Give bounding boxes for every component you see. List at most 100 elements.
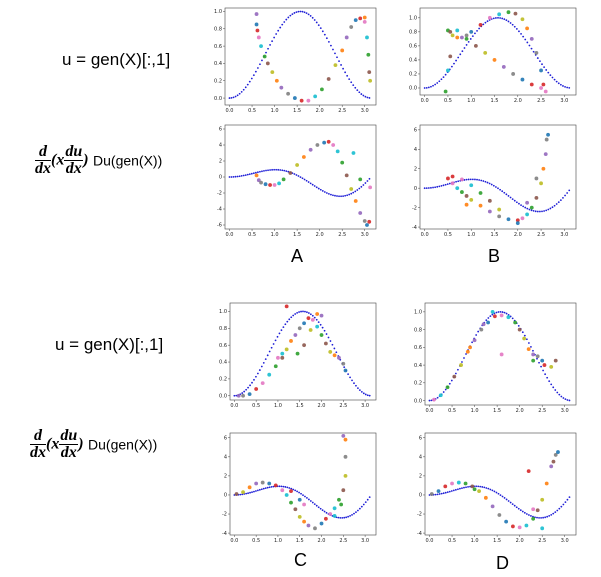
reference-point — [286, 320, 289, 323]
scatter-point — [343, 437, 348, 442]
reference-point — [242, 88, 245, 91]
scatter-point — [344, 173, 349, 178]
reference-point — [246, 173, 249, 176]
reference-point — [307, 312, 310, 314]
reference-point — [269, 44, 271, 46]
plot-b-deriv: 0.0 0.5 1.0 1.5 2.0 2.5 3.0 -4 -2 0 2 4 6 — [412, 124, 577, 238]
scatter-point — [478, 22, 483, 27]
reference-point — [457, 180, 460, 183]
y-tick-label: -4 — [417, 531, 422, 537]
scatter-point — [241, 490, 245, 495]
reference-point — [566, 498, 569, 501]
reference-point — [469, 38, 472, 40]
reference-point — [261, 59, 263, 62]
reference-point — [309, 182, 312, 185]
reference-point — [344, 194, 347, 197]
x-tick-label: 1.0 — [271, 108, 279, 114]
reference-point — [304, 310, 306, 313]
y-tick-label: 0.6 — [214, 44, 222, 50]
reference-point — [489, 488, 492, 491]
plot-c-deriv: 0.0 0.5 1.0 1.5 2.0 2.5 3.0 -4 -2 0 2 4 6 — [222, 432, 377, 544]
reference-point — [249, 384, 251, 387]
reference-point — [368, 496, 371, 499]
reference-point — [342, 195, 344, 197]
scatter-point — [286, 91, 291, 96]
reference-point — [283, 21, 286, 23]
reference-point — [243, 390, 246, 393]
x-tick-label: 1.5 — [493, 408, 501, 414]
x-tick-label: 0.0 — [226, 108, 234, 114]
reference-point — [317, 506, 320, 509]
reference-point — [562, 397, 565, 399]
reference-point — [345, 516, 348, 519]
reference-point — [298, 311, 300, 313]
y-tick-label: 0.8 — [219, 326, 227, 332]
scatter-point — [544, 481, 549, 486]
plot-frame — [229, 302, 377, 401]
scatter-point — [284, 347, 289, 352]
scatter-point — [551, 459, 556, 464]
scatter-point — [468, 345, 472, 350]
reference-point — [354, 190, 357, 193]
x-tick-label: 0.0 — [230, 403, 238, 409]
reference-point — [262, 487, 265, 490]
reference-point — [536, 210, 539, 213]
reference-point — [323, 33, 326, 36]
reference-point — [467, 485, 469, 488]
reference-point — [541, 63, 543, 66]
reference-point — [560, 505, 563, 508]
reference-point — [523, 334, 526, 337]
scatter-point — [351, 151, 356, 155]
reference-point — [425, 86, 428, 89]
reference-point — [280, 485, 283, 488]
x-tick-label: 1.0 — [274, 538, 282, 544]
scatter-point — [341, 361, 346, 366]
reference-point — [242, 174, 245, 177]
reference-point — [497, 492, 500, 495]
reference-point — [317, 321, 320, 324]
reference-point — [355, 384, 357, 387]
reference-point — [513, 25, 516, 28]
reference-point — [536, 57, 539, 59]
scatter-point — [323, 341, 328, 346]
x-tick-label: 2.5 — [538, 408, 546, 414]
reference-point — [271, 40, 274, 43]
reference-point — [228, 97, 231, 99]
y-tick-label: 0.2 — [219, 377, 227, 383]
scatter-point — [254, 481, 259, 486]
reference-point — [493, 490, 496, 493]
scatter-point — [455, 35, 460, 40]
d-dx-fraction: d dx — [30, 428, 46, 461]
reference-point — [556, 509, 559, 512]
scatter-point — [259, 180, 263, 185]
reference-point — [457, 488, 459, 491]
y-tick-label: 0.2 — [409, 72, 417, 78]
scatter-point — [460, 35, 464, 40]
reference-point — [543, 66, 546, 69]
scatter-point — [319, 521, 324, 526]
x-tick-label: 2.0 — [516, 538, 524, 544]
scatter-point — [320, 87, 324, 92]
reference-point — [454, 372, 457, 375]
reference-point — [542, 516, 544, 519]
reference-point — [480, 179, 483, 182]
reference-point — [356, 89, 359, 92]
reference-point — [281, 23, 284, 26]
panel-letter-a: A — [291, 246, 304, 266]
reference-point — [332, 194, 334, 197]
reference-point — [301, 177, 304, 180]
scatter-point — [531, 358, 536, 363]
y-tick-label: -6 — [217, 223, 222, 229]
reference-point — [434, 186, 437, 189]
scatter-point — [526, 347, 531, 352]
reference-point — [244, 86, 247, 89]
reference-point — [548, 380, 551, 383]
reference-point — [459, 53, 462, 56]
reference-point — [357, 387, 359, 389]
scatter-point — [510, 524, 515, 529]
reference-point — [511, 198, 514, 201]
reference-point — [266, 486, 269, 489]
scatter-point — [302, 502, 306, 507]
reference-point — [311, 314, 314, 317]
reference-point — [277, 29, 280, 32]
